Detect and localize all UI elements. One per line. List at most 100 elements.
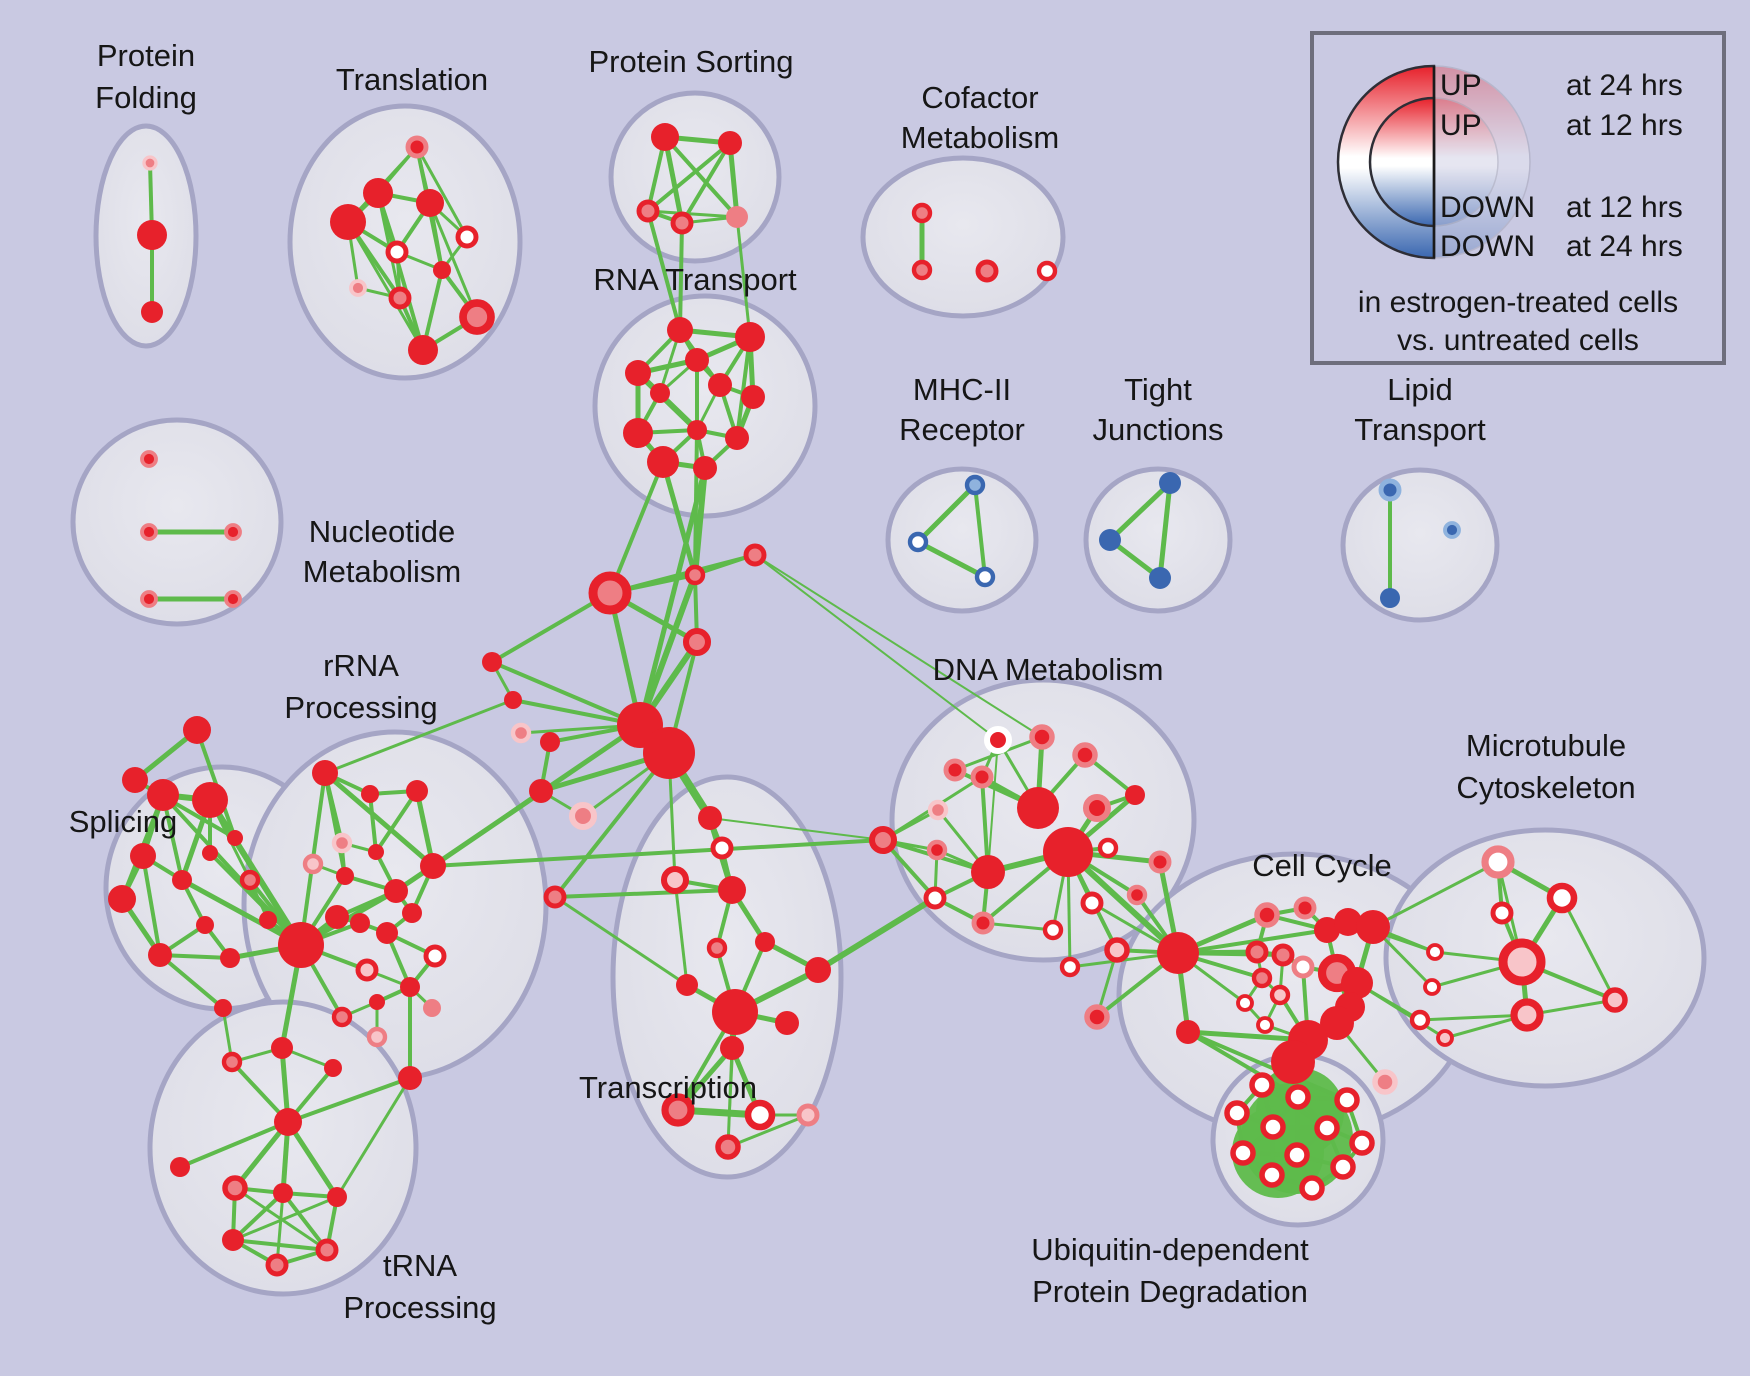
gene-node[interactable]: [1236, 994, 1254, 1012]
gene-node[interactable]: [259, 911, 277, 929]
gene-node[interactable]: [1378, 478, 1402, 502]
gene-node[interactable]: [1224, 1100, 1250, 1126]
gene-node[interactable]: [1097, 837, 1119, 859]
gene-node[interactable]: [325, 905, 349, 929]
gene-node[interactable]: [1380, 588, 1400, 608]
gene-node[interactable]: [964, 474, 986, 496]
gene-node[interactable]: [1320, 1006, 1354, 1040]
gene-node[interactable]: [265, 1253, 289, 1277]
gene-node[interactable]: [330, 204, 366, 240]
gene-node[interactable]: [718, 131, 742, 155]
gene-node[interactable]: [1372, 1069, 1398, 1095]
gene-node[interactable]: [1017, 787, 1059, 829]
gene-node[interactable]: [1256, 1016, 1274, 1034]
gene-node[interactable]: [718, 876, 746, 904]
gene-node[interactable]: [140, 590, 158, 608]
gene-node[interactable]: [108, 885, 136, 913]
gene-node[interactable]: [1284, 1142, 1310, 1168]
gene-node[interactable]: [416, 189, 444, 217]
gene-node[interactable]: [676, 974, 698, 996]
gene-node[interactable]: [482, 652, 502, 672]
gene-node[interactable]: [433, 261, 451, 279]
gene-node[interactable]: [1059, 956, 1081, 978]
gene-node[interactable]: [1341, 967, 1373, 999]
gene-node[interactable]: [1269, 984, 1291, 1006]
gene-node[interactable]: [710, 836, 734, 860]
gene-node[interactable]: [142, 155, 158, 171]
gene-node[interactable]: [405, 135, 429, 159]
gene-node[interactable]: [1330, 1154, 1356, 1180]
gene-node[interactable]: [907, 531, 929, 553]
gene-node[interactable]: [715, 1134, 741, 1160]
gene-node[interactable]: [661, 1093, 695, 1127]
gene-node[interactable]: [1546, 882, 1578, 914]
gene-node[interactable]: [1080, 891, 1104, 915]
gene-node[interactable]: [1125, 785, 1145, 805]
gene-node[interactable]: [1176, 1020, 1200, 1044]
gene-node[interactable]: [1271, 1040, 1315, 1084]
gene-node[interactable]: [1436, 1029, 1454, 1047]
gene-node[interactable]: [698, 806, 722, 830]
gene-node[interactable]: [643, 727, 695, 779]
gene-node[interactable]: [684, 564, 706, 586]
gene-node[interactable]: [1314, 917, 1340, 943]
gene-node[interactable]: [543, 885, 567, 909]
gene-node[interactable]: [971, 855, 1005, 889]
gene-node[interactable]: [775, 1011, 799, 1035]
gene-node[interactable]: [368, 844, 384, 860]
gene-node[interactable]: [183, 716, 211, 744]
gene-node[interactable]: [1334, 1087, 1360, 1113]
gene-node[interactable]: [1271, 943, 1295, 967]
gene-node[interactable]: [726, 206, 748, 228]
gene-node[interactable]: [796, 1103, 820, 1127]
gene-node[interactable]: [222, 1229, 244, 1251]
gene-node[interactable]: [670, 211, 694, 235]
gene-node[interactable]: [735, 322, 765, 352]
gene-node[interactable]: [224, 590, 242, 608]
gene-node[interactable]: [660, 865, 690, 895]
gene-node[interactable]: [926, 839, 948, 861]
gene-node[interactable]: [588, 571, 632, 615]
gene-node[interactable]: [923, 886, 947, 910]
gene-node[interactable]: [1356, 910, 1390, 944]
gene-node[interactable]: [384, 879, 408, 903]
gene-node[interactable]: [1029, 724, 1055, 750]
gene-node[interactable]: [927, 799, 949, 821]
gene-node[interactable]: [1299, 1175, 1325, 1201]
gene-node[interactable]: [388, 286, 412, 310]
gene-node[interactable]: [868, 825, 898, 855]
gene-node[interactable]: [971, 911, 995, 935]
gene-node[interactable]: [350, 913, 370, 933]
gene-node[interactable]: [1423, 978, 1441, 996]
gene-node[interactable]: [327, 1187, 347, 1207]
gene-node[interactable]: [667, 317, 693, 343]
gene-node[interactable]: [568, 801, 598, 831]
gene-node[interactable]: [273, 1183, 293, 1203]
gene-node[interactable]: [170, 1157, 190, 1177]
gene-node[interactable]: [983, 725, 1013, 755]
gene-node[interactable]: [408, 335, 438, 365]
gene-node[interactable]: [398, 1066, 422, 1090]
gene-node[interactable]: [540, 732, 560, 752]
gene-node[interactable]: [1230, 1140, 1256, 1166]
gene-node[interactable]: [1149, 567, 1171, 589]
gene-node[interactable]: [744, 1099, 776, 1131]
gene-node[interactable]: [147, 779, 179, 811]
gene-node[interactable]: [455, 225, 479, 249]
gene-node[interactable]: [222, 1175, 248, 1201]
gene-node[interactable]: [650, 383, 670, 403]
gene-node[interactable]: [1349, 1130, 1375, 1156]
gene-node[interactable]: [312, 760, 338, 786]
gene-node[interactable]: [196, 916, 214, 934]
gene-node[interactable]: [970, 765, 994, 789]
gene-node[interactable]: [274, 1108, 302, 1136]
gene-node[interactable]: [712, 989, 758, 1035]
gene-node[interactable]: [1498, 938, 1546, 986]
gene-node[interactable]: [402, 903, 422, 923]
gene-node[interactable]: [943, 758, 967, 782]
gene-node[interactable]: [1249, 1072, 1275, 1098]
gene-node[interactable]: [227, 830, 243, 846]
gene-node[interactable]: [504, 691, 522, 709]
gene-node[interactable]: [202, 845, 218, 861]
gene-node[interactable]: [1245, 940, 1269, 964]
